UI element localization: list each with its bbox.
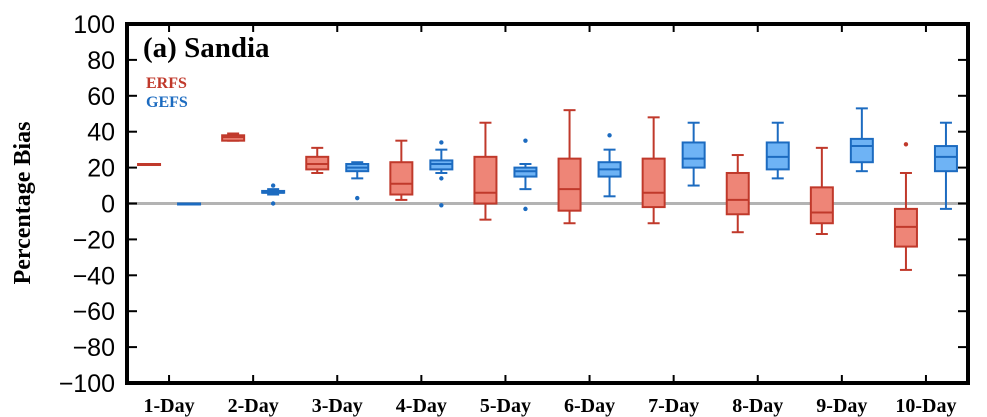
- outlier-point: [523, 138, 528, 143]
- box-gefs-6-day: [597, 133, 622, 198]
- box-erfs-4-day: [389, 139, 414, 201]
- box-iqr: [557, 157, 582, 212]
- outlier-point: [439, 203, 444, 208]
- y-tick-label: 80: [87, 47, 115, 75]
- x-tick-label: 3-Day: [312, 395, 363, 417]
- chart-title: (a) Sandia: [143, 32, 270, 64]
- outlier-point: [270, 201, 276, 206]
- box-iqr: [681, 141, 706, 169]
- box-iqr: [849, 137, 874, 164]
- box-iqr: [809, 186, 834, 225]
- x-tick-label: 8-Day: [732, 395, 783, 417]
- x-tick-labels: 1-Day 2-Day 3-Day 4-Day 5-Day 6-Day 7-Day 8-Day…: [143, 395, 956, 417]
- y-tick-label: 0: [101, 191, 115, 219]
- y-tick-label: 100: [73, 11, 115, 39]
- box-gefs-4-day: [429, 140, 454, 208]
- box-layer: [137, 107, 958, 271]
- box-iqr: [473, 155, 498, 205]
- box-iqr: [641, 157, 666, 209]
- legend-erfs: ERFS: [146, 75, 187, 92]
- y-tick-label: 40: [87, 119, 115, 147]
- box-gefs-3-day: [345, 161, 370, 201]
- box-gefs-7-day: [681, 121, 706, 187]
- plot-frame: [125, 22, 970, 385]
- outlier-point: [903, 142, 909, 147]
- box-erfs-6-day: [557, 109, 582, 225]
- box-erfs-3-day: [305, 146, 330, 174]
- outlier-point: [607, 133, 612, 138]
- box-erfs-5-day: [473, 121, 498, 221]
- x-tick-label: 6-Day: [564, 395, 615, 417]
- outlier-point: [523, 206, 528, 212]
- box-erfs-9-day: [809, 146, 834, 236]
- x-tick-label: 2-Day: [228, 395, 279, 417]
- x-tick-label: 1-Day: [143, 395, 194, 417]
- box-erfs-10-day: [893, 142, 918, 271]
- x-tick-label: 9-Day: [816, 395, 867, 417]
- box-erfs-7-day: [641, 116, 666, 225]
- x-tick-label: 4-Day: [396, 395, 447, 417]
- box-gefs-8-day: [765, 121, 790, 180]
- y-tick-label: −20: [73, 226, 115, 254]
- outlier-point: [270, 183, 276, 188]
- y-axis-label: Percentage Bias: [10, 122, 36, 285]
- box-gefs-5-day: [513, 138, 538, 212]
- y-tick-label: 60: [87, 83, 115, 111]
- box-gefs-2-day: [261, 183, 286, 206]
- outlier-point: [355, 195, 360, 201]
- box-gefs-9-day: [849, 107, 874, 173]
- x-tick-label: 5-Day: [480, 395, 531, 417]
- x-tick-label: 7-Day: [648, 395, 699, 417]
- y-tick-labels: 100 80 60 40 20 0 −20 −40 −60 −80 −100: [59, 11, 115, 398]
- x-tick-label: 10-Day: [895, 395, 956, 417]
- box-iqr: [933, 145, 958, 173]
- outlier-point: [439, 140, 444, 145]
- box-iqr: [725, 171, 750, 216]
- y-tick-label: −100: [59, 370, 115, 398]
- y-tick-label: −80: [73, 334, 115, 362]
- box-iqr: [389, 161, 414, 196]
- outlier-point: [439, 176, 444, 181]
- legend-gefs: GEFS: [146, 94, 188, 111]
- box-erfs-1-day: [137, 163, 162, 167]
- y-tick-label: −40: [73, 262, 115, 290]
- box-erfs-8-day: [725, 154, 750, 234]
- y-tick-label: −60: [73, 298, 115, 326]
- y-tick-label: 20: [87, 155, 115, 183]
- box-gefs-1-day: [177, 202, 202, 206]
- box-erfs-2-day: [221, 132, 246, 142]
- box-gefs-10-day: [933, 121, 958, 210]
